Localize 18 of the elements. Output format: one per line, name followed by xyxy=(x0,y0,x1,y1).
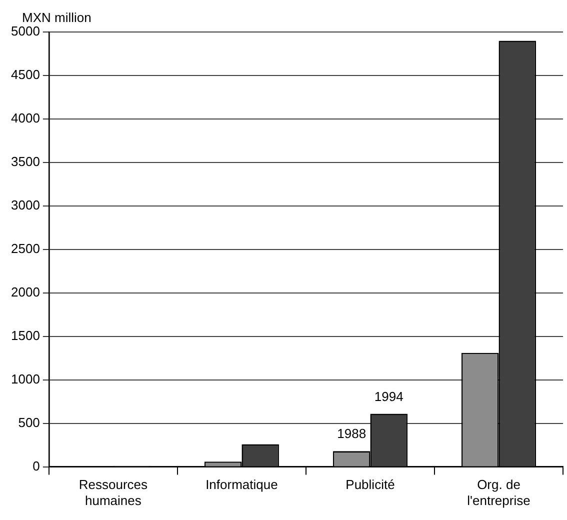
y-tick-label: 3000 xyxy=(11,198,40,212)
y-tick-label: 1500 xyxy=(11,328,40,343)
annotation: 1994 xyxy=(374,388,404,404)
x-tick-label: Org. de l'entreprise xyxy=(467,477,530,508)
y-tick-label: 2000 xyxy=(11,284,40,300)
x-tick-label: Informatique xyxy=(206,477,278,492)
y-tick-label: 500 xyxy=(18,414,40,430)
y-tick-label: 2500 xyxy=(11,240,40,256)
y-axis-title: MXN million xyxy=(22,10,92,26)
x-tick-label: Ressources humaines xyxy=(78,477,148,508)
y-tick-label: 3500 xyxy=(11,154,40,170)
y-tick-label: 4000 xyxy=(11,110,40,126)
y-tick-label: 4500 xyxy=(11,67,40,82)
x-tick-label: Publicité xyxy=(346,477,395,492)
y-tick-label: 0 xyxy=(32,458,40,474)
y-tick-label: 1000 xyxy=(11,371,40,386)
annotation: 1988 xyxy=(337,426,366,442)
y-tick-label: 5000 xyxy=(11,24,40,39)
